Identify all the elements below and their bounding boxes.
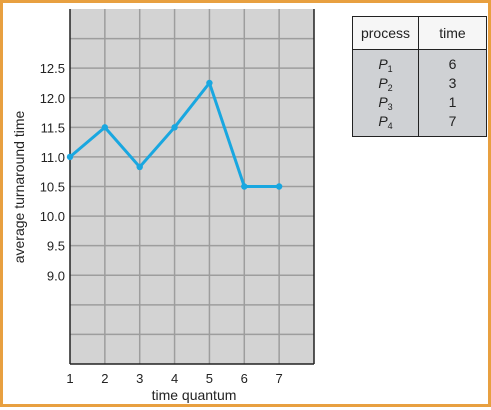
process-index: 4 [387, 121, 393, 131]
process-index: 1 [387, 64, 393, 74]
y-tick-label: 9.5 [47, 239, 65, 254]
process-name-cell: P1 [353, 55, 418, 79]
process-index: 2 [387, 83, 393, 93]
x-tick-label: 2 [101, 371, 108, 386]
table-row: P1 6 [353, 55, 486, 74]
data-point-2 [101, 124, 109, 131]
x-tick-label: 6 [241, 371, 248, 386]
process-name-cell: P3 [353, 93, 418, 117]
data-point-1 [66, 153, 74, 161]
data-point-3 [136, 163, 143, 171]
y-tick-label: 11.0 [41, 150, 65, 165]
y-tick-label: 9.0 [47, 268, 65, 283]
data-point-6 [241, 183, 248, 190]
x-tick-label: 4 [171, 371, 178, 386]
line-chart: 1 2 3 4 5 6 7 9.0 9.5 10.0 10.5 11.0 11.5 12.0 12.5 t… [11, 9, 315, 403]
process-letter: P [378, 94, 388, 110]
series-points-group [66, 79, 283, 190]
plot-border [69, 9, 315, 365]
y-axis-title: average turnaround time [11, 111, 27, 264]
burst-time-cell: 7 [448, 113, 457, 129]
y-tick-label: 11.5 [41, 120, 65, 135]
x-tick-label: 1 [66, 371, 73, 386]
x-tick-label: 5 [206, 371, 213, 386]
burst-time-cell: 6 [448, 56, 457, 72]
process-letter: P [378, 56, 388, 72]
x-tick-labels: 1 2 3 4 5 6 7 [66, 371, 282, 386]
process-letter: P [378, 75, 388, 91]
data-point-4 [171, 124, 178, 131]
process-index: 3 [387, 102, 393, 112]
table-column-divider [418, 17, 419, 136]
process-burst-table: process time P1 6 P2 3 P3 1 P4 7 [352, 16, 487, 137]
burst-time-cell: 1 [448, 94, 457, 110]
y-tick-label: 12.0 [40, 91, 65, 106]
table-header: process time [353, 17, 486, 50]
table-row: P2 3 [353, 74, 486, 93]
grid-lines [70, 9, 314, 364]
burst-time-cell: 3 [448, 75, 457, 91]
data-point-7 [275, 183, 283, 190]
data-point-5 [206, 79, 213, 87]
table-header-process: process [360, 25, 411, 41]
y-tick-labels: 9.0 9.5 10.0 10.5 11.0 11.5 12.0 12.5 [40, 61, 65, 283]
x-axis-title: time quantum [152, 387, 237, 403]
y-tick-label: 10.5 [40, 180, 65, 195]
x-tick-label: 7 [276, 371, 283, 386]
x-tick-label: 3 [136, 371, 143, 386]
table-row: P4 7 [353, 112, 486, 131]
y-tick-label: 10.0 [40, 209, 65, 224]
process-name-cell: P2 [353, 74, 418, 98]
process-letter: P [378, 113, 388, 129]
y-tick-label: 12.5 [40, 61, 65, 76]
table-header-time: time [439, 25, 466, 41]
process-name-cell: P4 [353, 112, 418, 136]
table-row: P3 1 [353, 93, 486, 112]
